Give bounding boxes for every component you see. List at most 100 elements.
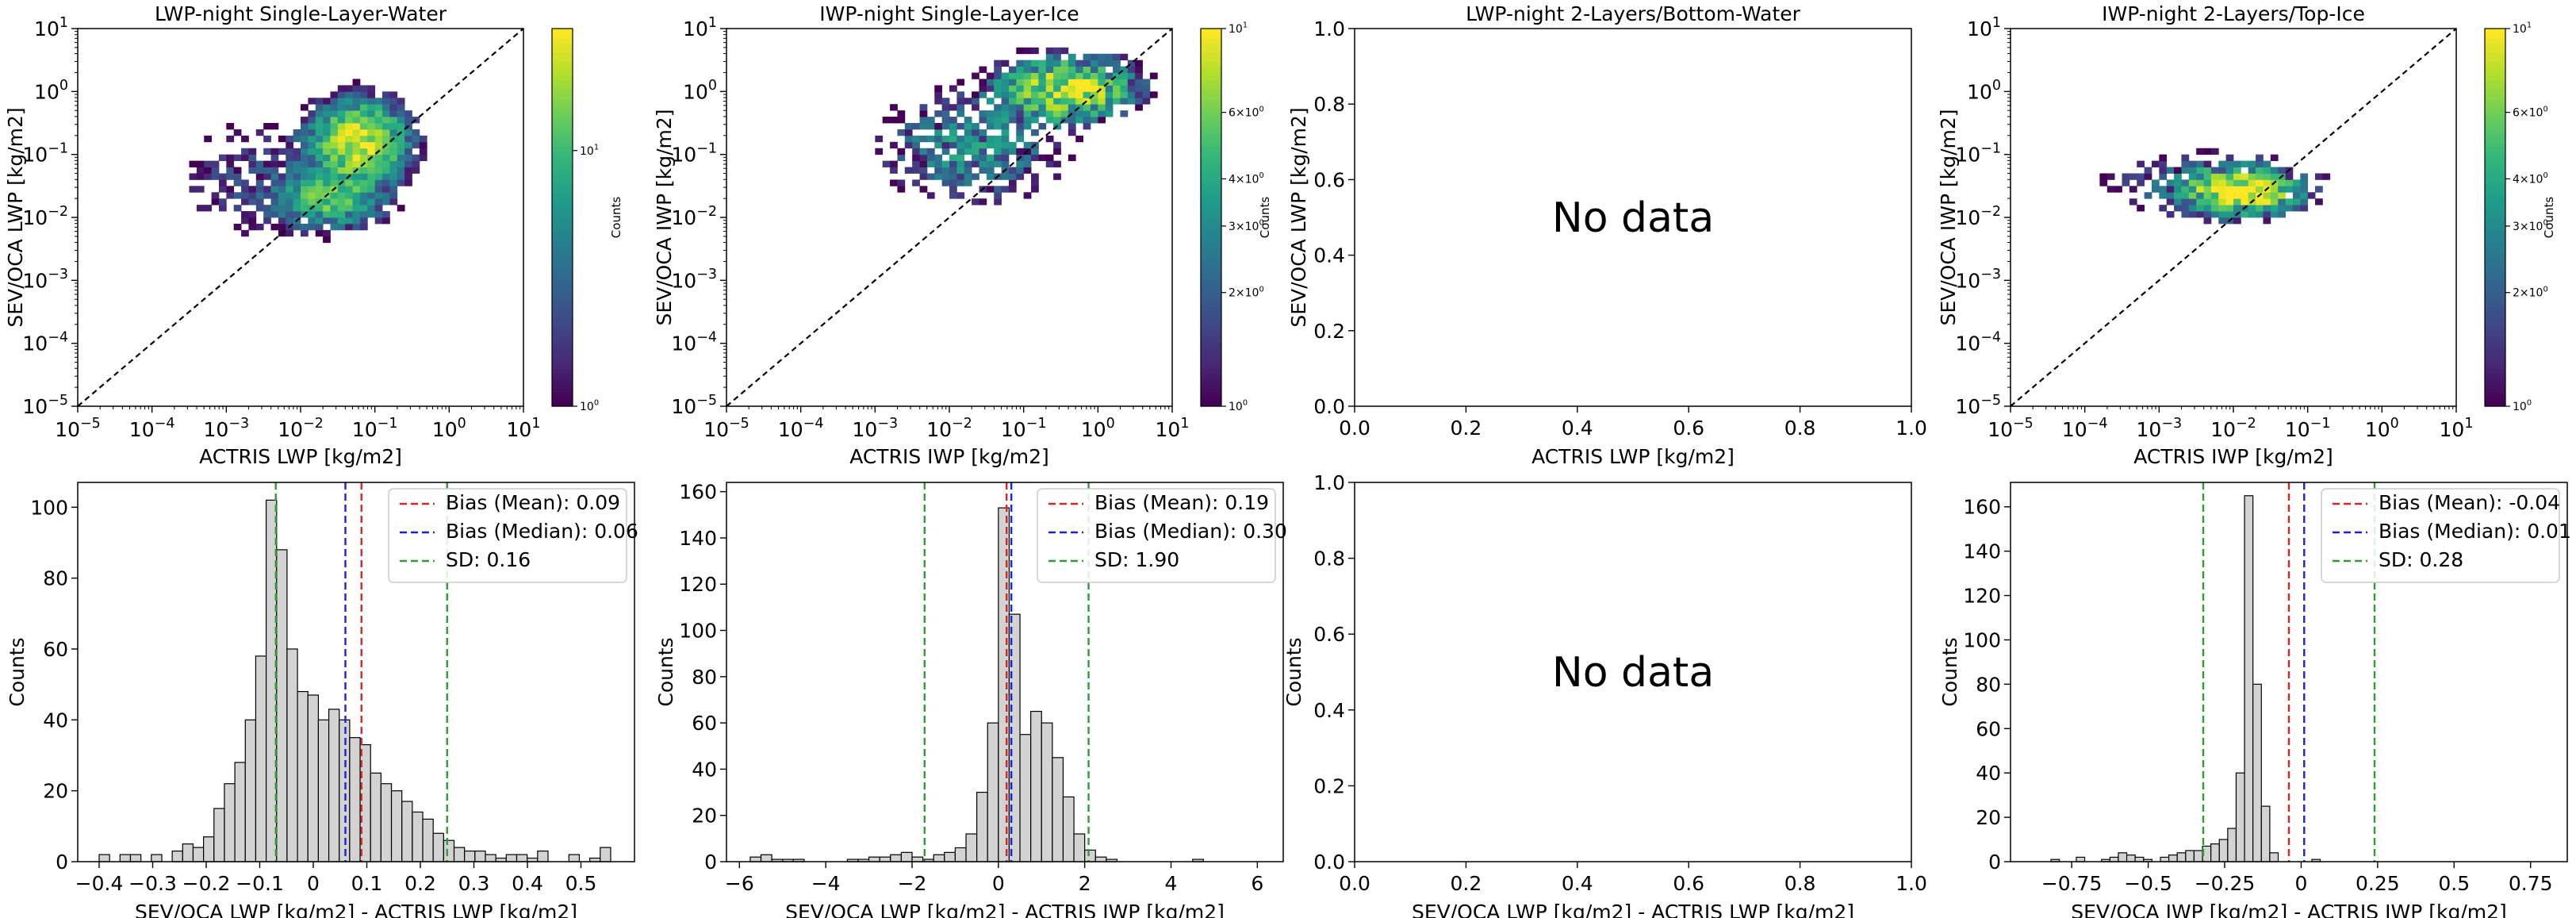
heatmap-cell bbox=[2218, 192, 2227, 199]
heatmap-cell bbox=[337, 141, 346, 149]
colorbar-segment bbox=[2485, 80, 2505, 86]
x-tick-label: 101 bbox=[1156, 416, 1190, 441]
heatmap-cell bbox=[2270, 198, 2279, 205]
heatmap-cell bbox=[419, 141, 427, 149]
y-tick-label: 10−3 bbox=[22, 267, 68, 292]
heatmap-cell bbox=[1045, 98, 1054, 105]
heatmap-cell bbox=[2159, 192, 2168, 199]
histogram-bar bbox=[474, 850, 486, 862]
heatmap-cell bbox=[367, 186, 376, 193]
histogram-bar bbox=[1084, 849, 1096, 862]
heatmap-cell bbox=[2270, 205, 2279, 212]
heatmap-cell bbox=[286, 141, 294, 149]
one-to-one-line bbox=[77, 28, 524, 407]
heatmap-cell bbox=[1001, 85, 1010, 92]
heatmap-cell bbox=[263, 135, 271, 143]
y-tick-label: 10−3 bbox=[671, 267, 717, 292]
y-tick-label: 1.0 bbox=[1313, 471, 1345, 494]
heatmap-cell bbox=[337, 211, 346, 218]
heatmap-cell bbox=[374, 123, 383, 130]
heatmap-cell bbox=[1053, 141, 1061, 149]
histogram-bar bbox=[987, 722, 999, 862]
colorbar-segment bbox=[552, 118, 573, 124]
colorbar-segment bbox=[552, 156, 573, 162]
colorbar-segment bbox=[552, 312, 573, 317]
y-tick-label: 0 bbox=[704, 851, 717, 874]
heatmap-cell bbox=[374, 179, 383, 186]
colorbar-segment bbox=[1201, 226, 1221, 232]
heatmap-cell bbox=[241, 179, 249, 186]
heatmap-cell bbox=[1060, 104, 1069, 111]
heatmap-cell bbox=[2300, 186, 2309, 193]
colorbar-segment bbox=[2485, 316, 2505, 322]
heatmap-cell bbox=[1142, 79, 1151, 86]
heatmap-cell bbox=[994, 85, 1002, 92]
y-tick-label: 100 bbox=[30, 496, 68, 519]
histogram-bar bbox=[443, 839, 455, 862]
y-tick-label: 10−1 bbox=[22, 140, 68, 166]
heatmap-cell bbox=[345, 91, 353, 98]
colorbar-segment bbox=[2485, 221, 2505, 228]
heatmap-cell bbox=[286, 179, 294, 186]
x-tick-label: −0.1 bbox=[236, 872, 284, 895]
heatmap-cell bbox=[397, 98, 405, 105]
heatmap-cell bbox=[1031, 148, 1039, 156]
heatmap-cell bbox=[255, 179, 264, 186]
heatmap-cell bbox=[1090, 110, 1098, 117]
colorbar-segment bbox=[1201, 298, 1221, 303]
colorbar-segment bbox=[552, 330, 573, 336]
heatmap-cell bbox=[352, 110, 361, 117]
heatmap-cell bbox=[1008, 104, 1017, 111]
x-tick-label: 0.0 bbox=[1339, 417, 1370, 440]
heatmap-cell bbox=[345, 154, 353, 161]
heatmap-cells bbox=[2099, 148, 2331, 225]
heatmap-cell bbox=[293, 160, 301, 167]
heatmap-cell bbox=[255, 173, 264, 180]
heatmap-cell bbox=[972, 91, 979, 98]
heatmap-cell bbox=[419, 135, 427, 143]
heatmap-cell bbox=[949, 104, 957, 111]
heatmap-cell bbox=[2218, 167, 2227, 174]
heatmap-cell bbox=[1113, 85, 1121, 92]
heatmap-cell bbox=[1016, 173, 1025, 180]
heatmap-cell bbox=[270, 205, 279, 212]
heatmap-cell bbox=[233, 167, 242, 174]
colorbar-segment bbox=[552, 259, 573, 266]
heatmap-cell bbox=[2129, 173, 2137, 180]
heatmap-cell bbox=[1098, 98, 1106, 105]
heatmap-cell bbox=[301, 229, 309, 237]
heatmap-cell bbox=[263, 173, 271, 180]
heatmap-cell bbox=[1001, 135, 1010, 143]
histogram-bar bbox=[328, 709, 340, 862]
colorbar-segment bbox=[1201, 245, 1221, 252]
heatmap-cell bbox=[986, 173, 995, 180]
heatmap-cell bbox=[2315, 198, 2323, 205]
heatmap-cell bbox=[2248, 160, 2256, 167]
heatmap-cell bbox=[949, 141, 957, 149]
heatmap-cell bbox=[323, 179, 331, 186]
colorbar-segment bbox=[2485, 213, 2505, 218]
heatmap-cell bbox=[278, 160, 286, 167]
heatmap-cell bbox=[359, 129, 368, 136]
heatmap-cell bbox=[972, 72, 979, 79]
histogram-bar bbox=[401, 801, 413, 862]
heatmap-cell bbox=[315, 167, 324, 174]
heatmap-cell bbox=[255, 223, 264, 231]
heatmap-cell bbox=[352, 104, 361, 111]
heatmap-cell bbox=[1045, 104, 1054, 111]
heatmap-cell bbox=[941, 110, 950, 117]
colorbar-segment bbox=[552, 127, 573, 133]
colorbar-segment bbox=[2485, 56, 2505, 63]
heatmap-cell bbox=[1053, 104, 1061, 111]
colorbar-segment bbox=[552, 283, 573, 289]
heatmap-cell bbox=[248, 217, 257, 225]
heatmap-cell bbox=[367, 123, 376, 130]
colorbar-segment bbox=[552, 221, 573, 228]
colorbar-segment bbox=[1201, 335, 1221, 341]
colorbar-segment bbox=[1201, 118, 1221, 124]
heatmap-cell bbox=[1008, 91, 1017, 98]
colorbar-tick-label: 2×100 bbox=[2513, 285, 2548, 299]
colorbar-segment bbox=[2485, 194, 2505, 199]
colorbar-segment bbox=[552, 321, 573, 327]
